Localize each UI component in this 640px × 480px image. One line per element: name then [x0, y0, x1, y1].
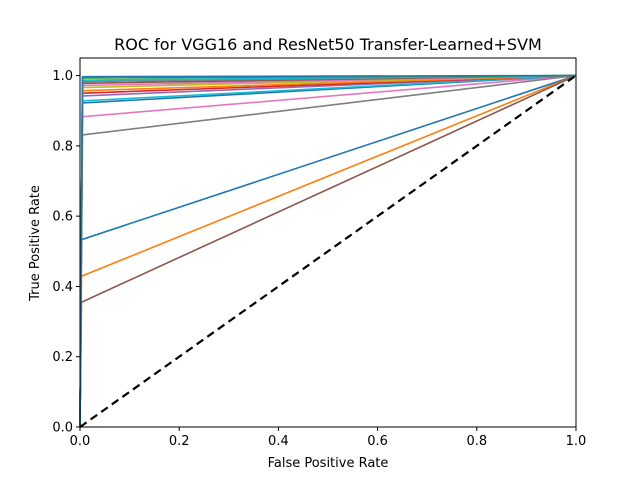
plot-frame: [79, 57, 577, 428]
x-tick-label: 0.4: [268, 434, 289, 449]
chart-title: ROC for VGG16 and ResNet50 Transfer-Lear…: [114, 35, 542, 54]
x-tick-label: 1.0: [566, 434, 587, 449]
roc-series-line-17: [79, 74, 577, 428]
chance-diagonal-line: [79, 74, 577, 428]
x-tick-label: 0.6: [367, 434, 388, 449]
y-tick-label: 0.0: [52, 421, 73, 436]
y-tick-label: 1.0: [52, 69, 73, 84]
y-tick-label: 0.8: [52, 139, 73, 154]
plot-layer: [79, 74, 577, 428]
x-tick-label: 0.8: [466, 434, 487, 449]
axes-layer: 0.0 0.2 0.4 0.6 0.8 1.0 0.0 0.2 0.4 0.6 0.8 1.0: [52, 57, 587, 449]
x-tick-label: 0.0: [70, 434, 91, 449]
x-tick-label: 0.2: [169, 434, 190, 449]
y-tick-label: 0.4: [52, 280, 73, 295]
y-axis-title: True Positive Rate: [28, 185, 43, 302]
y-tick-label: 0.2: [52, 350, 73, 365]
y-tick-label: 0.6: [52, 210, 73, 225]
x-axis-title: False Positive Rate: [268, 456, 389, 471]
